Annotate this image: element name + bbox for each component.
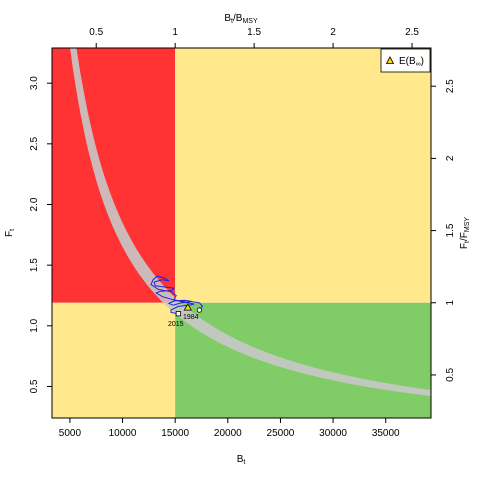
legend-label: E(B∞) [399, 56, 424, 68]
top-tick-label: 1.5 [247, 27, 261, 38]
top-tick-label: 2.5 [405, 27, 419, 38]
right-tick-label: 2.5 [445, 79, 456, 93]
top-tick-label: 2 [330, 27, 336, 38]
y-tick-label: 1.0 [29, 318, 40, 332]
x-tick-label: 5000 [59, 428, 82, 439]
y-axis-right: 0.5 1 1.5 2 2.5 [431, 79, 456, 382]
x-tick-label: 30000 [319, 428, 347, 439]
triangle-icon [385, 56, 395, 64]
right-tick-label: 0.5 [445, 368, 456, 382]
y-tick-label: 2.5 [29, 136, 40, 150]
x-axis-top: 0.5 1 1.5 2 2.5 [89, 27, 419, 48]
right-tick-label: 1.5 [445, 223, 456, 237]
x-tick-label: 20000 [214, 428, 242, 439]
y-tick-label: 3.0 [29, 76, 40, 90]
equilibrium-marker [183, 303, 193, 311]
x-tick-label: 35000 [372, 428, 400, 439]
top-axis-title: Bt/BMSY [224, 13, 258, 25]
y-tick-label: 1.5 [29, 258, 40, 272]
start-point-marker [196, 307, 202, 313]
top-tick-label: 0.5 [89, 27, 103, 38]
end-year-label: 2015 [168, 321, 184, 328]
plot-frame [51, 47, 432, 419]
y-axis-title: Ft [4, 229, 16, 237]
sustainable-quadrant [175, 302, 431, 418]
x-tick-label: 15000 [161, 428, 189, 439]
overfishing-quadrant [52, 48, 176, 303]
trajectory-line [150, 275, 204, 315]
y-axis-left: 0.5 1.0 1.5 2.0 2.5 3.0 [29, 76, 52, 393]
quadrants [52, 48, 431, 418]
x-tick-label: 25000 [267, 428, 295, 439]
start-year-label: 1984 [183, 314, 199, 321]
top-tick-label: 1 [172, 27, 178, 38]
x-tick-label: 10000 [109, 428, 137, 439]
right-axis-title: Ft/FMSY [459, 217, 471, 249]
end-point-marker [175, 311, 181, 317]
x-axis-bottom: 5000 10000 15000 20000 25000 30000 35000 [59, 418, 400, 439]
legend: E(B∞) [380, 48, 431, 73]
y-tick-label: 2.0 [29, 197, 40, 211]
lower-left-quadrant [52, 302, 176, 418]
trajectory-points [175, 303, 202, 317]
right-tick-label: 2 [445, 155, 456, 161]
y-tick-label: 0.5 [29, 379, 40, 393]
x-axis-title: Bt [237, 454, 246, 466]
right-tick-label: 1 [445, 300, 456, 306]
trajectory [150, 275, 204, 315]
upper-right-quadrant [175, 48, 431, 303]
